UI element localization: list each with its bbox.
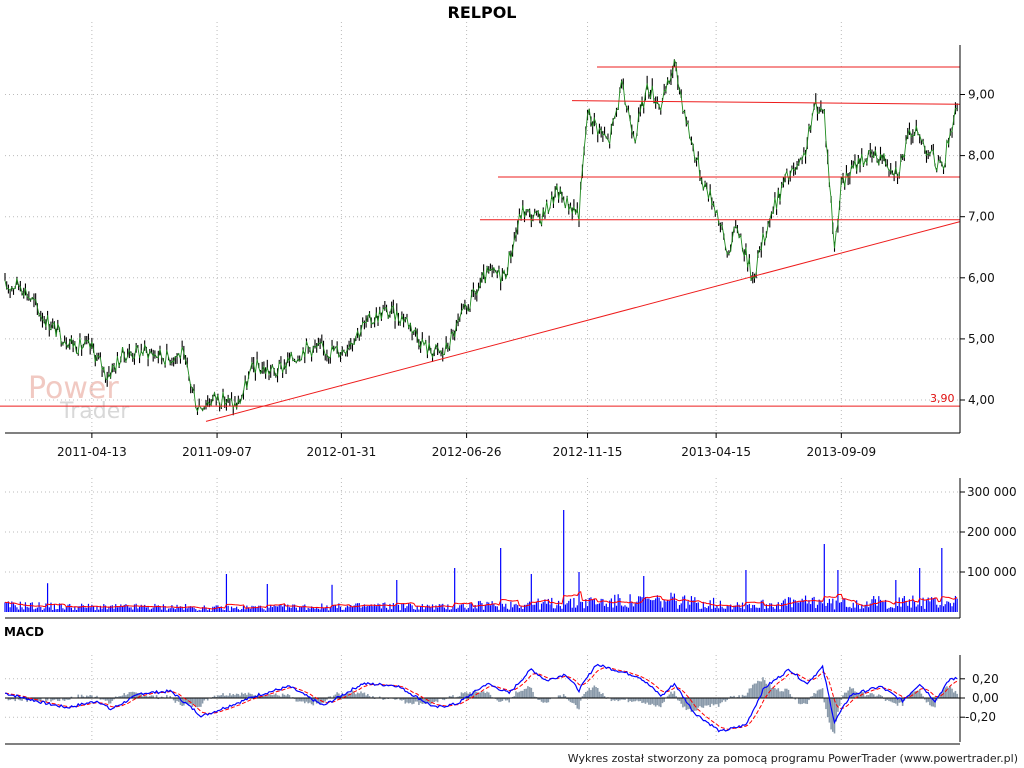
- y-tick-label: 100 000: [967, 565, 1017, 579]
- macd-series: [4, 663, 960, 734]
- macd-line: [4, 663, 958, 733]
- y-tick-label: 4,00: [968, 393, 995, 407]
- y-tick-label: -0,20: [965, 710, 996, 724]
- trend-lines: 3,90: [0, 66, 961, 422]
- x-tick-label: 2011-04-13: [57, 445, 127, 459]
- close-line: [4, 59, 958, 413]
- uptrend-line: [205, 221, 961, 422]
- macd-panel: 0,20 0,00 -0,20 MACD: [4, 625, 999, 745]
- watermark-trader: Trader: [59, 399, 130, 424]
- x-tick-label: 2012-06-26: [432, 445, 502, 459]
- volume-panel: 100 000 200 000 300 000: [4, 478, 1017, 619]
- x-tick-label: 2013-04-15: [681, 445, 751, 459]
- footer-credit: Wykres został stworzony za pomocą progra…: [567, 752, 1018, 765]
- volume-series: [4, 510, 958, 612]
- volume-axes: 100 000 200 000 300 000: [5, 478, 1017, 619]
- x-tick-label: 2012-01-31: [307, 445, 377, 459]
- y-tick-label: 6,00: [968, 271, 995, 285]
- volume-grid: [5, 478, 960, 613]
- price-series: [4, 59, 958, 416]
- x-tick-label: 2013-09-09: [806, 445, 876, 459]
- price-grid: [5, 22, 960, 433]
- price-axes: 4,00 5,00 6,00 7,00 8,00 9,00 2011-04-13 2011-0…: [5, 45, 995, 459]
- chart-title: RELPOL: [448, 3, 517, 22]
- macd-axes: 0,20 0,00 -0,20: [5, 655, 999, 745]
- y-tick-label: 200 000: [967, 525, 1017, 539]
- y-tick-label: 8,00: [968, 149, 995, 163]
- y-tick-label: 7,00: [968, 210, 995, 224]
- y-tick-label: 5,00: [968, 332, 995, 346]
- price-panel: 3,90 4,00 5,00 6,00 7,00 8,00 9,00 2011-04-13 2…: [0, 3, 995, 459]
- y-tick-label: 300 000: [967, 485, 1017, 499]
- resistance-line-upper: [571, 100, 961, 105]
- x-tick-label: 2011-09-07: [182, 445, 252, 459]
- x-tick-label: 2012-11-15: [553, 445, 623, 459]
- y-tick-label: 9,00: [968, 88, 995, 102]
- y-tick-label: 0,00: [972, 691, 999, 705]
- level-label-390: 3,90: [930, 392, 955, 405]
- macd-title: MACD: [4, 625, 44, 639]
- y-tick-label: 0,20: [972, 672, 999, 686]
- volume-moving-average: [4, 591, 958, 610]
